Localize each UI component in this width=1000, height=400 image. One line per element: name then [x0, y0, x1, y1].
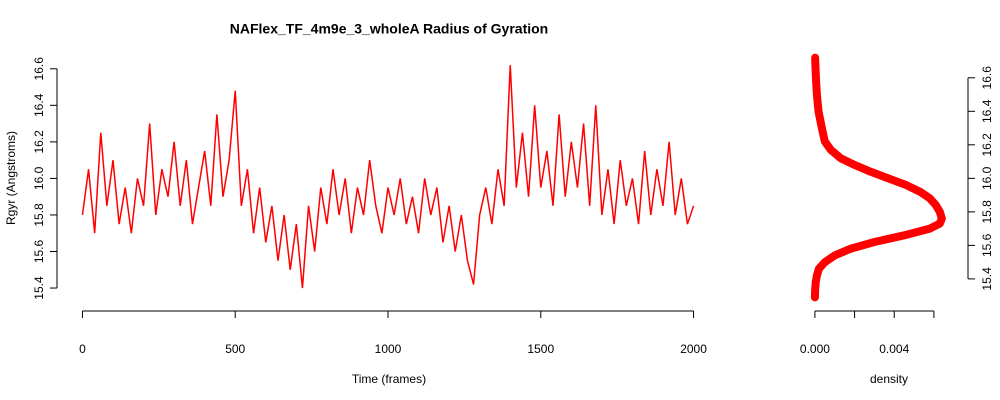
y-tick-label: 15.6 [980, 233, 994, 257]
density-curve [810, 53, 946, 302]
y-tick-label: 15.6 [32, 239, 46, 263]
x-tick-label: 0.004 [879, 342, 909, 356]
x-axis-label: Time (frames) [352, 372, 426, 386]
y-tick-label: 15.8 [980, 200, 994, 224]
chart-title: NAFlex_TF_4m9e_3_wholeA Radius of Gyrati… [230, 21, 548, 37]
y-tick-label: 16.6 [32, 57, 46, 81]
y-tick-label: 16.4 [32, 93, 46, 117]
x-tick-label: 2000 [680, 342, 707, 356]
y-tick-label: 16.2 [980, 133, 994, 157]
x-tick-label: 0 [79, 342, 86, 356]
x-axis-label: density [870, 372, 908, 386]
x-tick-label: 0.000 [800, 342, 830, 356]
y-axis-label: Rgyr (Angstroms) [4, 131, 18, 225]
y-tick-label: 16.4 [980, 99, 994, 123]
data-line [81, 65, 695, 289]
x-tick-label: 1500 [527, 342, 554, 356]
y-tick-label: 15.4 [980, 267, 994, 291]
y-tick-label: 15.8 [32, 203, 46, 227]
y-tick-label: 16.0 [980, 166, 994, 190]
x-tick-label: 500 [225, 342, 245, 356]
y-tick-label: 16.0 [32, 166, 46, 190]
y-tick-label: 16.6 [980, 66, 994, 90]
y-tick-label: 16.2 [32, 130, 46, 154]
y-tick-label: 15.4 [32, 276, 46, 300]
x-tick-label: 1000 [375, 342, 402, 356]
